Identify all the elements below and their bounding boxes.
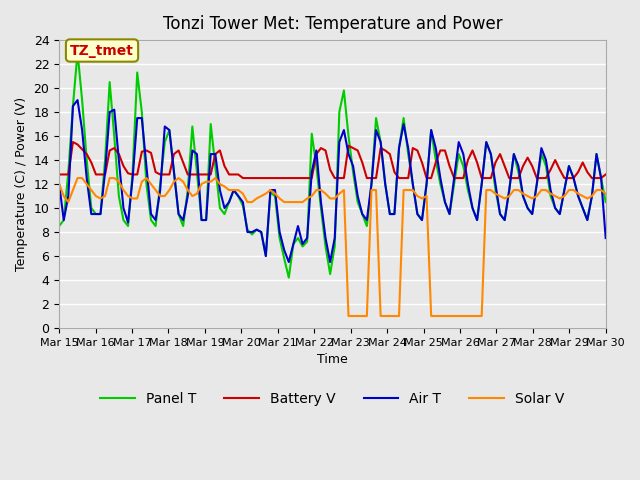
Air T [285,259,292,265]
Air T [496,211,504,217]
Solar V [74,175,81,181]
Solar V [496,193,504,199]
Solar V [55,181,63,187]
Battery V [207,171,214,177]
Air T [441,199,449,205]
Panel T [367,181,375,187]
Battery V [496,151,504,157]
Solar V [602,191,609,196]
Air T [74,97,81,103]
Air T [593,151,600,157]
Air T [602,235,609,241]
Battery V [55,171,63,177]
Air T [175,211,182,217]
Title: Tonzi Tower Met: Temperature and Power: Tonzi Tower Met: Temperature and Power [163,15,502,33]
Text: TZ_tmet: TZ_tmet [70,44,134,58]
Panel T [55,223,63,229]
Air T [55,181,63,187]
Panel T [602,199,609,205]
Panel T [285,275,292,280]
Solar V [367,187,375,193]
Solar V [441,313,449,319]
Panel T [74,49,81,55]
Solar V [345,313,353,319]
Line: Battery V: Battery V [59,142,605,178]
Air T [367,181,375,187]
Panel T [175,211,182,217]
Battery V [367,175,375,181]
Panel T [207,121,214,127]
Battery V [593,175,600,181]
Battery V [239,175,246,181]
Solar V [593,187,600,193]
Y-axis label: Temperature (C) / Power (V): Temperature (C) / Power (V) [15,97,28,271]
Battery V [602,171,609,177]
X-axis label: Time: Time [317,353,348,366]
Panel T [441,199,449,205]
Air T [207,151,214,157]
Legend: Panel T, Battery V, Air T, Solar V: Panel T, Battery V, Air T, Solar V [95,387,570,412]
Line: Solar V: Solar V [59,178,605,316]
Battery V [441,147,449,153]
Solar V [175,175,182,181]
Line: Air T: Air T [59,100,605,262]
Panel T [593,151,600,157]
Battery V [69,139,77,145]
Panel T [496,211,504,217]
Battery V [175,147,182,153]
Line: Panel T: Panel T [59,52,605,277]
Solar V [207,179,214,184]
